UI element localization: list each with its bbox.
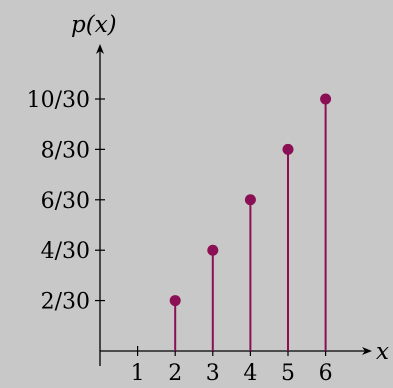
stem-point <box>244 194 256 206</box>
stem-point <box>169 295 181 307</box>
y-tick-label: 8/30 <box>41 138 90 163</box>
y-tick-label: 6/30 <box>41 189 90 214</box>
y-axis-label: p(x) <box>71 12 117 38</box>
stems <box>169 93 332 351</box>
x-tick-label: 3 <box>206 361 220 383</box>
x-tick-label: 2 <box>168 361 182 383</box>
x-axis-label: x <box>376 339 389 365</box>
stem-point <box>207 244 219 256</box>
x-tick-label: 4 <box>243 361 257 383</box>
y-tick-label: 4/30 <box>41 239 90 264</box>
ticks: 1 2 3 4 5 6 2/30 4/30 6/30 8/30 10/30 <box>27 88 333 386</box>
x-tick-label: 1 <box>131 361 145 383</box>
stem-point <box>282 143 294 155</box>
y-tick-label: 2/30 <box>41 290 90 315</box>
stem-point <box>320 93 332 105</box>
x-tick-label: 5 <box>281 361 295 383</box>
x-tick-label: 6 <box>319 361 333 383</box>
y-tick-label: 10/30 <box>27 88 90 113</box>
